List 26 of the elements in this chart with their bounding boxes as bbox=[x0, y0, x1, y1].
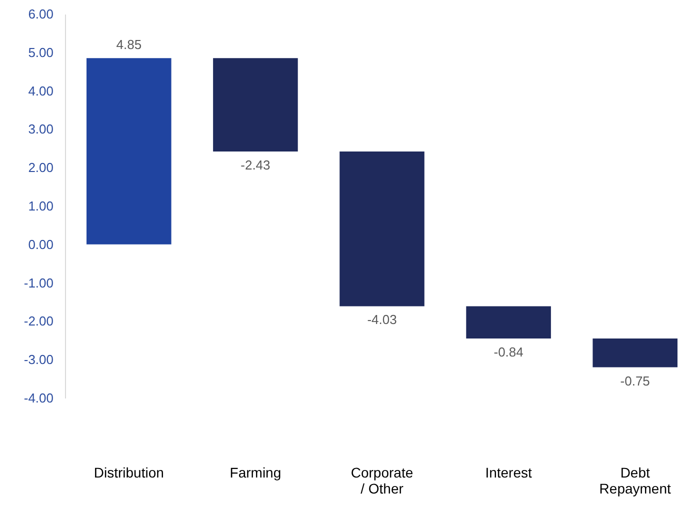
data-label: -2.43 bbox=[240, 157, 270, 172]
y-tick-label: 5.00 bbox=[28, 44, 54, 60]
y-tick-label: 6.00 bbox=[28, 6, 54, 22]
data-label: -0.84 bbox=[494, 344, 524, 360]
x-tick-label: Interest bbox=[485, 464, 532, 480]
x-tick-label: Debt Repayment bbox=[599, 464, 671, 496]
y-tick-label: -4.00 bbox=[24, 390, 54, 406]
data-label: -4.03 bbox=[367, 312, 397, 328]
y-tick-label: -1.00 bbox=[24, 275, 54, 290]
data-label: -0.75 bbox=[620, 373, 650, 388]
data-label: 4.85 bbox=[116, 37, 142, 52]
y-tick-label: 2.00 bbox=[28, 160, 54, 176]
x-tick-label: Distribution bbox=[94, 464, 164, 480]
x-tick-label: Corporate / Other bbox=[350, 464, 414, 496]
bar bbox=[592, 338, 678, 368]
y-tick-label: 0.00 bbox=[28, 236, 54, 252]
y-tick-label: -3.00 bbox=[24, 352, 54, 368]
bar bbox=[213, 58, 298, 152]
y-tick-label: -2.00 bbox=[24, 314, 54, 329]
bar bbox=[466, 306, 551, 338]
bar bbox=[340, 151, 424, 306]
y-tick-label: 4.00 bbox=[28, 83, 54, 98]
bar bbox=[86, 58, 172, 244]
y-tick-label: 3.00 bbox=[28, 122, 54, 137]
x-tick-label: Farming bbox=[230, 464, 282, 480]
y-tick-label: 1.00 bbox=[28, 198, 54, 214]
